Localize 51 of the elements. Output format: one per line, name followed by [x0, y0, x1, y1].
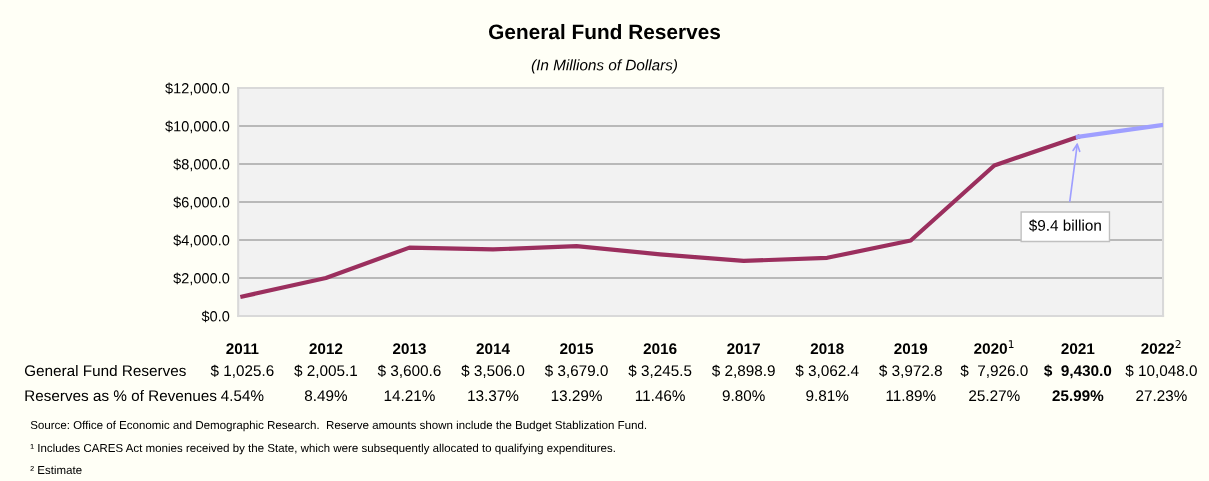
data-label: $ 2,898.9 [711, 364, 775, 378]
data-label: $ 3,062.4 [795, 364, 859, 378]
text: General Fund Reserves [24, 364, 186, 377]
x-tick-label: 2021 [1061, 343, 1095, 355]
y-tick-label: $4,000.0 [173, 234, 230, 248]
text: 11.89% [886, 390, 936, 402]
x-tick-label: 2018 [810, 343, 844, 355]
text: 9.81% [806, 390, 849, 402]
text: 4.54% [221, 390, 264, 402]
data-label: $ 7,926.0 [960, 364, 1028, 378]
chart-subtitle: (In Millions of Dollars) [531, 59, 678, 74]
data-label: $ 1,025.6 [210, 364, 274, 378]
y-tick-label: $10,000.0 [165, 120, 230, 134]
x-tick-label: 2019 [894, 343, 928, 355]
x-tick-label: 2016 [643, 343, 677, 355]
text: 27.23% [1136, 390, 1187, 402]
text: 9.80% [722, 390, 765, 402]
x-tick-label: 2022$^{2}$ [1141, 340, 1181, 354]
annotation: $9.4 billion [1028, 219, 1101, 232]
y-tick-label: $2,000.0 [173, 272, 230, 286]
x-tick-label: 2013 [392, 343, 426, 355]
text: ² Estimate [30, 465, 82, 475]
data-label: $ 2,005.1 [294, 364, 358, 378]
y-tick-label: $12,000.0 [165, 82, 230, 96]
text: 14.21% [384, 390, 435, 402]
data-label: $ 3,600.6 [377, 364, 441, 378]
x-tick-label: 2020$^{1}$ [974, 340, 1014, 354]
text: 11.46% [635, 390, 685, 402]
text: Reserves as % of Revenues [25, 389, 217, 402]
text: 13.29% [551, 390, 602, 402]
x-tick-label: 2012 [309, 343, 343, 355]
y-tick-label: $6,000.0 [173, 196, 230, 210]
data-label: $ 3,972.8 [879, 364, 942, 378]
data-label: $ 9,430.0 [1044, 364, 1112, 379]
text: $ 10,048.0 [1125, 364, 1197, 378]
source-note: Source: Office of Economic and Demographic Research. Reserve amounts shown include the Budget Stablization Fund. [30, 420, 647, 432]
x-tick-label: 2011 [226, 343, 259, 355]
x-tick-label: 2017 [727, 343, 760, 355]
text: ¹ Includes CARES Act monies received by the State, which were subsequently allocated to qualifying expenditures. [30, 443, 615, 455]
data-label: $ 3,245.5 [628, 364, 692, 378]
y-tick-label: $0.0 [201, 310, 230, 323]
text: 13.37% [468, 390, 519, 402]
text: 8.49% [304, 390, 348, 402]
text: 25.99% [1052, 390, 1104, 402]
y-tick-label: $8,000.0 [173, 158, 230, 172]
x-tick-label: 2015 [560, 343, 594, 355]
text: 25.27% [969, 390, 1020, 402]
data-label: $ 3,506.0 [461, 364, 525, 378]
x-tick-label: 2014 [476, 343, 510, 355]
chart-title: General Fund Reserves [489, 23, 721, 40]
data-label: $ 3,679.0 [544, 364, 608, 378]
